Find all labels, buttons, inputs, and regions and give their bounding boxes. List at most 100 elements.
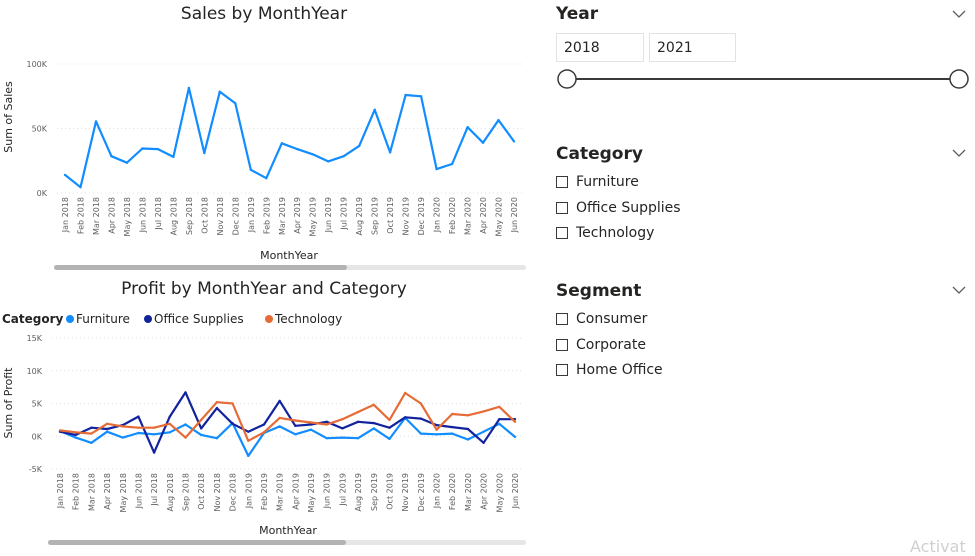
checkbox[interactable] <box>556 202 568 214</box>
x-tick-label: Nov 2018 <box>216 197 225 236</box>
data-point-sales <box>79 186 82 189</box>
data-point-furniture <box>152 433 156 436</box>
x-tick-label: May 2020 <box>495 473 504 512</box>
segment-option-corporate[interactable]: Corporate <box>556 336 646 354</box>
x-tick-label: Oct 2018 <box>200 197 209 234</box>
data-point-sales <box>94 120 98 123</box>
data-point-sales <box>296 147 299 151</box>
data-point-office-supplies <box>231 422 234 425</box>
data-point-furniture <box>215 437 219 440</box>
year-range-slider[interactable] <box>554 67 974 91</box>
data-point-sales <box>156 147 160 151</box>
data-point-office-supplies <box>184 391 187 394</box>
checkbox[interactable] <box>556 339 568 351</box>
x-tick-label: Feb 2020 <box>448 197 457 234</box>
x-tick-label: Apr 2020 <box>479 197 488 234</box>
y-tick-label: 15K <box>27 334 43 343</box>
x-tick-label: Aug 2018 <box>169 197 178 236</box>
sales-scrollbar-thumb[interactable] <box>54 265 347 270</box>
data-point-sales <box>203 151 206 155</box>
checkbox[interactable] <box>556 176 568 188</box>
data-point-sales <box>311 153 314 156</box>
x-tick-label: Mar 2020 <box>464 197 473 235</box>
profit-series <box>58 391 517 458</box>
profit-line-chart[interactable]: Profit by MonthYear and Category Categor… <box>0 0 540 549</box>
checkbox[interactable] <box>556 364 568 376</box>
x-tick-label: Jan 2020 <box>433 473 442 509</box>
year-slicer-title: Year <box>556 4 599 24</box>
option-label: Consumer <box>576 311 648 327</box>
segment-option-home-office[interactable]: Home Office <box>556 361 663 379</box>
data-point-technology <box>168 422 171 425</box>
x-tick-label: Apr 2020 <box>480 473 489 510</box>
data-point-office-supplies <box>341 427 344 430</box>
sales-line-chart[interactable]: Sales by MonthYear Sum of Sales 0K 50K 100… <box>0 0 540 275</box>
data-point-furniture <box>137 431 140 435</box>
legend-label-office-supplies[interactable]: Office Supplies <box>154 312 244 326</box>
segment-chevron-down-icon[interactable] <box>952 285 966 295</box>
year-slider-start-handle[interactable] <box>557 69 577 89</box>
data-point-office-supplies <box>309 423 313 426</box>
x-tick-label: Nov 2019 <box>401 473 410 512</box>
y-tick-label: 5K <box>32 400 43 409</box>
option-label: Home Office <box>576 362 663 378</box>
data-point-technology <box>58 429 62 432</box>
data-point-office-supplies <box>451 425 454 429</box>
data-point-technology <box>388 418 391 422</box>
data-point-office-supplies <box>388 426 391 429</box>
year-slider-end-handle[interactable] <box>949 69 969 89</box>
x-tick-label: Jun 2019 <box>323 473 332 509</box>
x-tick-label: Aug 2018 <box>166 473 175 512</box>
category-chevron-down-icon[interactable] <box>952 148 966 158</box>
year-end-input[interactable]: 2021 <box>649 33 736 62</box>
legend-label-technology[interactable]: Technology <box>274 312 342 326</box>
option-label: Furniture <box>576 174 639 190</box>
data-point-technology <box>482 410 485 413</box>
data-point-technology <box>372 403 375 406</box>
series-line-sales <box>64 86 515 189</box>
data-point-furniture <box>309 428 313 431</box>
x-tick-label: Sep 2019 <box>370 473 379 511</box>
profit-scrollbar-thumb[interactable] <box>48 540 346 545</box>
data-point-furniture <box>435 433 438 436</box>
data-point-furniture <box>372 427 375 430</box>
x-tick-label: Jun 2018 <box>134 473 143 509</box>
data-point-office-supplies <box>200 427 203 430</box>
x-tick-label: Jan 2018 <box>56 473 65 509</box>
checkbox[interactable] <box>556 227 568 239</box>
legend-label-furniture[interactable]: Furniture <box>76 312 130 326</box>
profit-x-axis-title: MonthYear <box>259 524 317 537</box>
x-tick-label: Apr 2019 <box>293 197 302 234</box>
data-point-sales <box>280 142 283 145</box>
category-option-technology[interactable]: Technology <box>556 224 654 242</box>
x-tick-label: Apr 2018 <box>107 197 116 234</box>
data-point-sales <box>450 162 454 166</box>
category-option-furniture[interactable]: Furniture <box>556 173 639 191</box>
data-point-technology <box>309 421 313 424</box>
segment-option-consumer[interactable]: Consumer <box>556 310 647 328</box>
sales-series <box>63 86 516 189</box>
year-start-input[interactable]: 2018 <box>556 33 644 62</box>
data-point-technology <box>121 425 125 428</box>
profit-gridlines <box>52 337 523 470</box>
data-point-technology <box>215 401 219 404</box>
checkbox[interactable] <box>556 313 568 325</box>
x-tick-label: May 2019 <box>309 197 318 236</box>
data-point-sales <box>404 93 407 97</box>
data-point-sales <box>466 126 469 129</box>
category-option-office-supplies[interactable]: Office Supplies <box>556 199 681 217</box>
data-point-technology <box>419 402 423 405</box>
x-tick-label: Jan 2019 <box>244 473 253 509</box>
data-point-technology <box>262 431 266 434</box>
data-point-sales <box>141 147 144 150</box>
x-tick-label: Mar 2020 <box>464 473 473 511</box>
profit-legend[interactable]: Category Furniture Office Supplies Technolo… <box>2 312 342 326</box>
sales-x-axis: Jan 2018 Feb 2018 Mar 2018 Apr 2018 May 2018… <box>61 197 519 236</box>
data-point-office-supplies <box>247 430 250 433</box>
legend-marker-furniture <box>66 315 74 323</box>
year-chevron-down-icon[interactable] <box>952 9 966 19</box>
data-point-office-supplies <box>482 441 485 444</box>
x-tick-label: Feb 2019 <box>262 197 271 234</box>
data-point-office-supplies <box>294 424 297 427</box>
data-point-office-supplies <box>105 427 109 431</box>
